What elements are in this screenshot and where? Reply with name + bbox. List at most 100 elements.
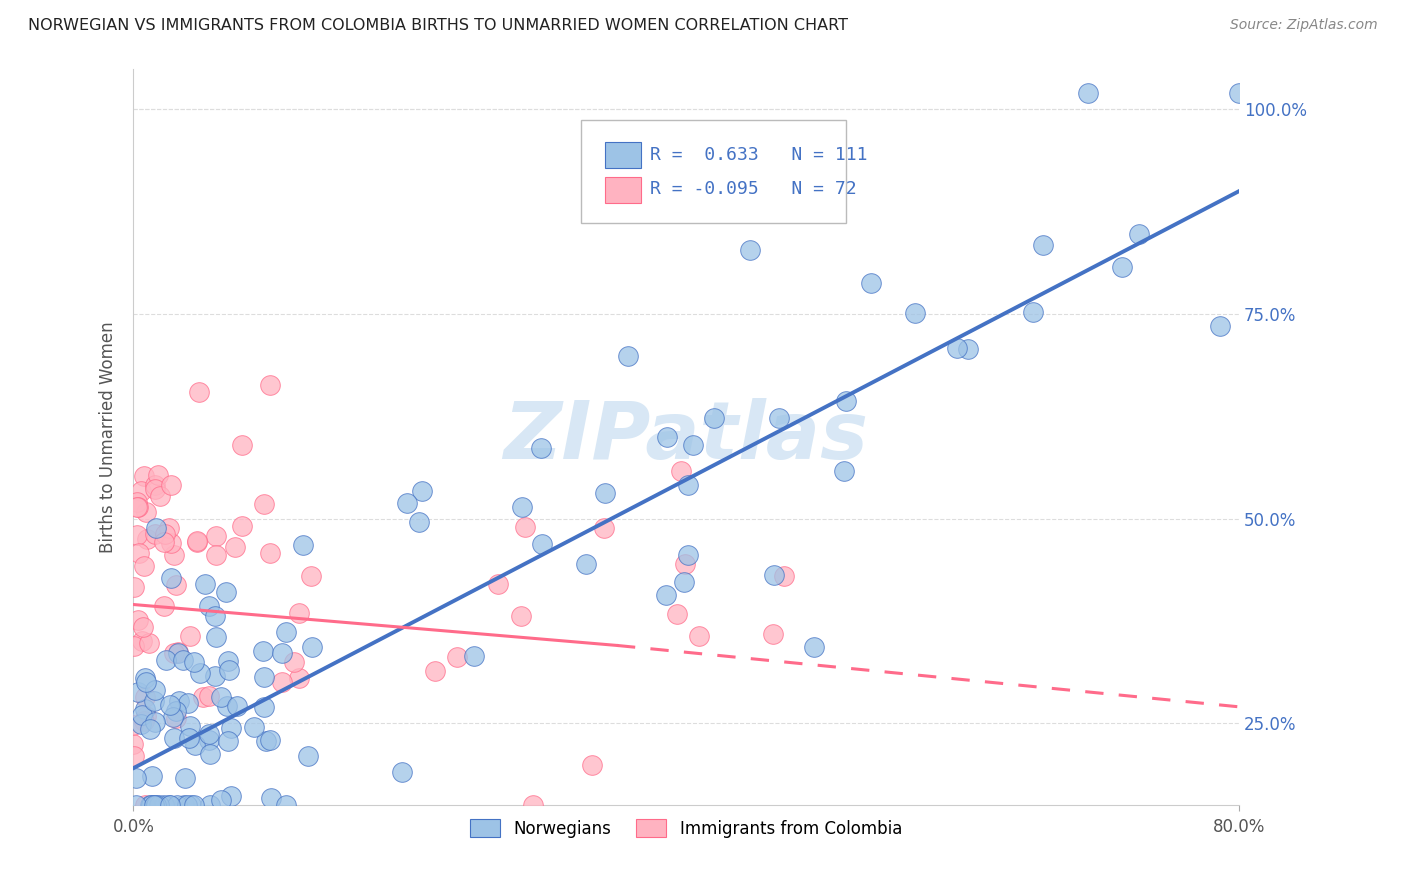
- Point: [166, 797, 188, 812]
- Point: [510, 609, 533, 624]
- Point: [129, 716, 152, 731]
- Point: [122, 580, 145, 594]
- Point: [135, 709, 157, 723]
- Point: [446, 650, 468, 665]
- Point: [276, 625, 298, 640]
- Point: [125, 500, 148, 514]
- Point: [655, 430, 678, 444]
- Point: [167, 645, 190, 659]
- Point: [463, 648, 485, 663]
- Point: [254, 734, 277, 748]
- Point: [165, 704, 187, 718]
- Point: [134, 690, 156, 704]
- Point: [676, 478, 699, 492]
- Point: [209, 793, 232, 807]
- Point: [259, 546, 281, 560]
- Point: [122, 718, 145, 732]
- Point: [218, 663, 240, 677]
- Point: [1077, 86, 1099, 100]
- Point: [131, 634, 153, 648]
- Point: [259, 378, 281, 392]
- Legend: Norwegians, Immigrants from Colombia: Norwegians, Immigrants from Colombia: [464, 813, 908, 845]
- Y-axis label: Births to Unmarried Women: Births to Unmarried Women: [100, 321, 117, 552]
- Point: [665, 607, 688, 621]
- Point: [125, 528, 148, 542]
- Point: [678, 548, 700, 562]
- Point: [259, 733, 281, 747]
- Point: [149, 489, 172, 503]
- Point: [132, 559, 155, 574]
- Point: [581, 758, 603, 772]
- Point: [197, 727, 219, 741]
- Point: [135, 505, 157, 519]
- Point: [134, 671, 156, 685]
- Text: NORWEGIAN VS IMMIGRANTS FROM COLOMBIA BIRTHS TO UNMARRIED WOMEN CORRELATION CHAR: NORWEGIAN VS IMMIGRANTS FROM COLOMBIA BI…: [28, 18, 848, 33]
- Point: [194, 577, 217, 591]
- Bar: [606, 177, 641, 202]
- Point: [946, 341, 969, 355]
- Point: [179, 731, 201, 745]
- Point: [184, 738, 207, 752]
- Point: [122, 738, 145, 752]
- Point: [146, 467, 169, 482]
- Point: [510, 500, 533, 515]
- Point: [135, 675, 157, 690]
- Point: [231, 438, 253, 452]
- Point: [219, 789, 242, 803]
- Text: R = -0.095   N = 72: R = -0.095 N = 72: [650, 180, 856, 198]
- Point: [127, 495, 149, 509]
- Point: [165, 578, 187, 592]
- Point: [122, 749, 145, 764]
- Point: [655, 588, 678, 602]
- Point: [682, 438, 704, 452]
- Point: [138, 636, 160, 650]
- Point: [127, 500, 149, 514]
- Point: [253, 700, 276, 714]
- Point: [188, 665, 211, 680]
- Point: [179, 629, 201, 643]
- Point: [186, 535, 208, 549]
- Point: [139, 797, 162, 812]
- Point: [205, 529, 228, 543]
- Point: [145, 520, 167, 534]
- Point: [163, 646, 186, 660]
- Point: [253, 669, 276, 683]
- Point: [904, 306, 927, 320]
- Point: [197, 599, 219, 613]
- Point: [253, 496, 276, 510]
- Point: [259, 790, 281, 805]
- Point: [408, 515, 430, 529]
- Point: [283, 655, 305, 669]
- Point: [803, 640, 825, 655]
- Point: [297, 748, 319, 763]
- Point: [738, 243, 761, 257]
- Point: [139, 722, 162, 736]
- Point: [134, 797, 156, 812]
- Point: [179, 719, 201, 733]
- Point: [153, 797, 176, 812]
- Point: [219, 722, 242, 736]
- Point: [163, 731, 186, 746]
- Point: [1022, 305, 1045, 319]
- Point: [530, 441, 553, 455]
- Point: [593, 521, 616, 535]
- Point: [531, 537, 554, 551]
- Point: [768, 410, 790, 425]
- Point: [859, 276, 882, 290]
- Point: [157, 797, 180, 812]
- Point: [197, 733, 219, 747]
- Point: [197, 689, 219, 703]
- Point: [411, 483, 433, 498]
- Point: [153, 599, 176, 613]
- Point: [515, 519, 537, 533]
- Point: [131, 707, 153, 722]
- Point: [134, 702, 156, 716]
- Point: [176, 797, 198, 812]
- Point: [134, 469, 156, 483]
- Point: [172, 652, 194, 666]
- Point: [956, 342, 979, 356]
- Point: [174, 771, 197, 785]
- Text: R =  0.633   N = 111: R = 0.633 N = 111: [650, 145, 868, 164]
- Point: [167, 694, 190, 708]
- Point: [391, 765, 413, 780]
